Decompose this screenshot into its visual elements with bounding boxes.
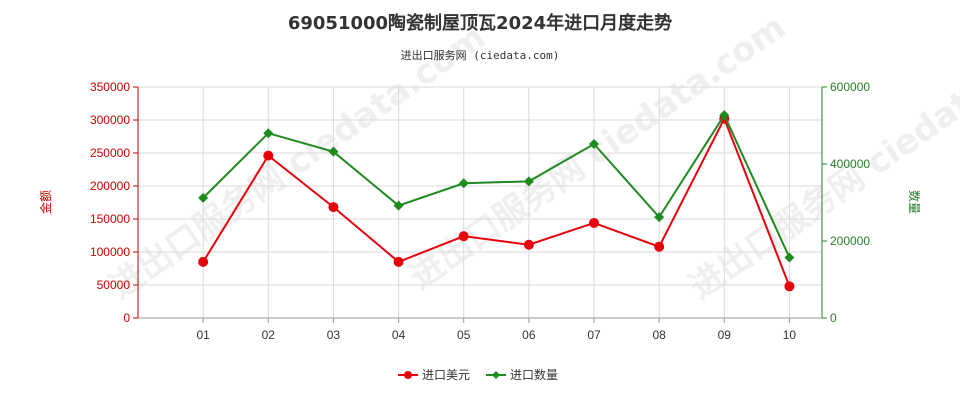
y-left-tick-label: 350000 [90, 80, 130, 94]
data-point-import-quantity[interactable] [784, 252, 795, 263]
y-left-tick-label: 150000 [90, 212, 130, 226]
data-point-import-usd[interactable] [198, 256, 209, 267]
y-left-axis-label: 金额 [38, 190, 53, 214]
y-left-tick-label: 200000 [90, 179, 130, 193]
chart-subtitle: 进出口服务网 (ciedata.com) [401, 48, 560, 62]
x-tick-label: 02 [262, 328, 276, 342]
data-point-import-quantity[interactable] [719, 110, 730, 121]
data-point-import-quantity[interactable] [589, 138, 599, 149]
y-left-tick-label: 50000 [97, 278, 131, 292]
legend-label-import-quantity: 进口数量 [510, 367, 558, 382]
legend-marker-import-quantity [492, 371, 500, 379]
data-point-import-usd[interactable] [523, 239, 534, 250]
y-left-tick-label: 250000 [90, 146, 130, 160]
x-tick-label: 04 [392, 328, 406, 342]
y-right-axis-label: 数量 [907, 190, 922, 214]
data-point-import-usd[interactable] [784, 281, 795, 292]
axes-layer: 0 50000 100000 150000 200000 250000 300000 3500… [90, 80, 870, 342]
data-point-import-usd[interactable] [589, 217, 599, 228]
x-tick-label: 10 [783, 328, 797, 342]
y-left-tick-label: 0 [123, 311, 130, 325]
y-left-tick-label: 100000 [90, 245, 130, 259]
x-tick-label: 03 [327, 328, 341, 342]
series-layer [198, 110, 795, 292]
data-point-import-quantity[interactable] [393, 200, 404, 211]
y-right-tick-label: 400000 [830, 157, 870, 171]
data-point-import-quantity[interactable] [654, 212, 665, 223]
legend-label-import-usd: 进口美元 [422, 368, 470, 382]
data-point-import-quantity[interactable] [458, 178, 469, 189]
x-tick-label: 01 [196, 328, 210, 342]
series-line-import-usd [202, 116, 791, 287]
data-point-import-usd[interactable] [654, 241, 665, 252]
data-point-import-quantity[interactable] [523, 176, 534, 187]
grid-layer [138, 86, 822, 319]
data-point-import-usd[interactable] [458, 231, 469, 242]
data-point-import-quantity[interactable] [328, 146, 339, 157]
x-tick-label: 05 [457, 328, 471, 342]
x-tick-label: 06 [522, 328, 536, 342]
chart-title: 69051000陶瓷制屋顶瓦2024年进口月度走势 [288, 12, 672, 34]
y-right-tick-label: 200000 [830, 234, 870, 248]
y-left-tick-label: 300000 [90, 113, 130, 127]
legend-item-import-quantity[interactable]: 进口数量 [486, 367, 558, 382]
series-line-import-quantity [202, 113, 791, 258]
legend-marker-import-usd [404, 371, 412, 379]
legend: 进口美元 进口数量 [398, 367, 558, 382]
data-point-import-quantity[interactable] [198, 192, 209, 203]
y-right-tick-label: 0 [830, 311, 837, 325]
data-point-import-usd[interactable] [393, 256, 404, 267]
data-point-import-quantity[interactable] [263, 128, 274, 139]
x-tick-label: 07 [587, 328, 601, 342]
y-right-tick-label: 600000 [830, 80, 870, 94]
legend-item-import-usd[interactable]: 进口美元 [398, 368, 470, 382]
x-tick-label: 08 [652, 328, 666, 342]
data-point-import-usd[interactable] [263, 150, 274, 161]
x-tick-label: 09 [718, 328, 732, 342]
data-point-import-usd[interactable] [328, 202, 339, 213]
